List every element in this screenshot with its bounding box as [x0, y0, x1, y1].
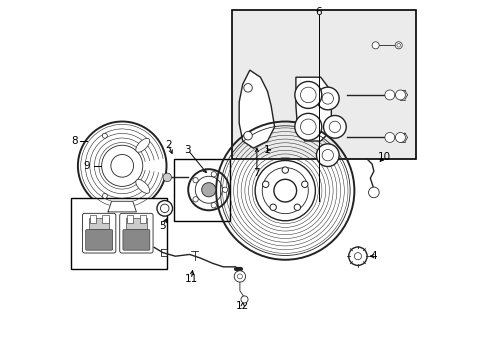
Circle shape	[273, 179, 296, 202]
FancyBboxPatch shape	[122, 230, 149, 250]
Ellipse shape	[136, 138, 149, 152]
Circle shape	[316, 87, 339, 110]
Circle shape	[241, 296, 247, 303]
Circle shape	[193, 177, 198, 183]
Bar	[126, 218, 146, 229]
Circle shape	[157, 201, 172, 216]
Text: 2: 2	[164, 140, 171, 149]
Circle shape	[294, 204, 300, 211]
Text: 11: 11	[184, 274, 198, 284]
Circle shape	[102, 133, 107, 138]
Circle shape	[316, 144, 339, 167]
Bar	[126, 215, 133, 222]
Circle shape	[282, 167, 288, 173]
Ellipse shape	[136, 179, 149, 193]
Circle shape	[301, 181, 307, 188]
Text: 8: 8	[71, 136, 78, 146]
Bar	[89, 215, 96, 222]
Circle shape	[211, 203, 216, 208]
Circle shape	[323, 116, 346, 138]
Bar	[102, 215, 108, 222]
FancyBboxPatch shape	[85, 230, 112, 250]
FancyBboxPatch shape	[82, 213, 116, 253]
FancyBboxPatch shape	[173, 159, 230, 221]
Text: 3: 3	[184, 145, 191, 155]
Circle shape	[244, 84, 252, 92]
Circle shape	[368, 187, 378, 198]
Circle shape	[111, 154, 133, 177]
Circle shape	[395, 90, 405, 100]
Circle shape	[395, 132, 405, 143]
Circle shape	[384, 90, 394, 100]
Circle shape	[163, 173, 171, 181]
Text: 4: 4	[370, 251, 376, 261]
Circle shape	[255, 161, 315, 221]
FancyBboxPatch shape	[232, 10, 416, 159]
Text: 10: 10	[377, 152, 390, 162]
Circle shape	[78, 122, 166, 210]
Circle shape	[294, 81, 321, 108]
Circle shape	[102, 145, 142, 186]
Text: 1: 1	[264, 145, 270, 155]
Circle shape	[394, 42, 402, 49]
Text: 5: 5	[160, 221, 166, 231]
Text: 7: 7	[253, 168, 260, 178]
FancyBboxPatch shape	[120, 213, 153, 253]
Polygon shape	[239, 70, 274, 148]
Polygon shape	[295, 77, 331, 141]
Bar	[139, 215, 146, 222]
Circle shape	[234, 271, 245, 282]
Text: 12: 12	[236, 301, 249, 311]
Polygon shape	[108, 201, 136, 212]
Circle shape	[294, 113, 321, 140]
Circle shape	[102, 193, 107, 198]
Circle shape	[222, 187, 227, 192]
FancyBboxPatch shape	[71, 198, 166, 269]
Circle shape	[371, 42, 378, 49]
Circle shape	[262, 181, 268, 188]
Circle shape	[244, 131, 252, 140]
Text: 6: 6	[315, 6, 322, 17]
Circle shape	[211, 172, 216, 177]
Circle shape	[384, 132, 394, 143]
Text: 9: 9	[83, 161, 90, 171]
Circle shape	[348, 247, 366, 265]
Circle shape	[201, 183, 215, 197]
Bar	[89, 218, 109, 229]
Circle shape	[269, 204, 276, 211]
Circle shape	[193, 197, 198, 202]
